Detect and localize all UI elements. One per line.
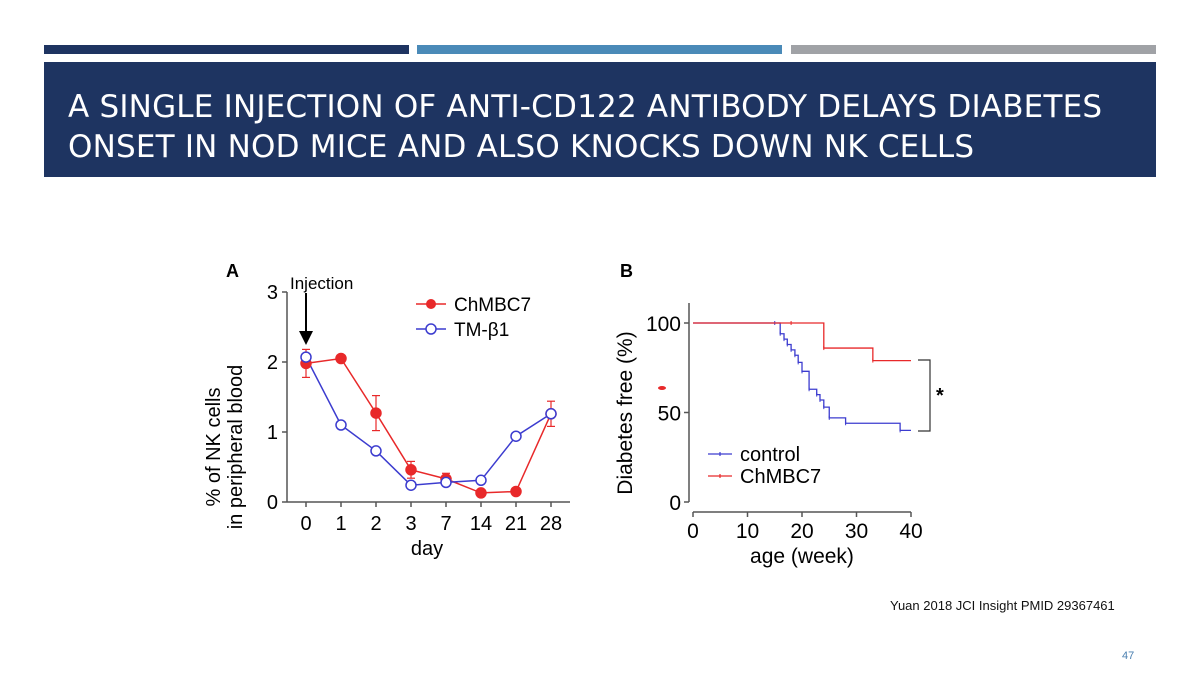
chart-b-series (693, 321, 911, 433)
chart-a-ytick-label: 0 (267, 492, 278, 514)
significance-bracket (918, 359, 931, 432)
panel-label-a: A (226, 261, 239, 281)
stray-red-mark (658, 386, 666, 390)
survival-curve-chmbc7 (693, 322, 911, 362)
chart-a-xtick-label: 14 (470, 513, 492, 535)
injection-arrow-head (299, 331, 313, 345)
data-point-chmbc7 (405, 464, 417, 476)
chart-b-xtick-label: 20 (790, 520, 813, 543)
chart-b-xtick-label: 10 (736, 520, 759, 543)
chart-b-xlabel: age (week) (750, 545, 854, 568)
chart-b-xtick-label: 30 (845, 520, 868, 543)
data-point-chmbc7 (475, 487, 487, 499)
chart-b-xtick-label: 40 (899, 520, 922, 543)
legend-label-chmbc7-b: ChMBC7 (740, 466, 821, 488)
chart-a-ylabel-line-1: % of NK cells (203, 388, 225, 507)
series-line-chmbc7 (305, 357, 552, 494)
chart-a-ytick-label: 2 (267, 352, 278, 374)
data-point-chmbc7 (510, 485, 522, 498)
injection-annotation: Injection (290, 274, 353, 293)
chart-b-ylabel: Diabetes free (%) (614, 331, 637, 494)
data-point-tmb1 (440, 476, 452, 489)
data-point-tmb1 (510, 430, 522, 442)
legend-marker-tmb1 (425, 323, 437, 335)
legend-label-control: control (740, 444, 800, 466)
chart-a-ytick-label: 1 (267, 422, 278, 444)
significance-star: * (936, 385, 944, 407)
chart-a-series (300, 348, 557, 499)
chart-a-xtick-label: 28 (540, 513, 562, 535)
chart-a-xtick-label: 7 (440, 513, 451, 535)
chart-a-axes: 0 1 2 3 0 1 2 3 7 14 21 28 (267, 282, 570, 535)
data-point-tmb1 (405, 479, 417, 491)
header-bar-gray (791, 45, 1156, 54)
chart-b-ytick-label: 100 (646, 313, 681, 336)
chart-b-ytick-label: 50 (658, 403, 681, 426)
legend-label-chmbc7: ChMBC7 (454, 295, 531, 316)
chart-b-diabetes-free: B 0 50 100 0 10 20 30 40 * control ChMBC7 Diabe… (614, 261, 944, 568)
chart-a-ylabel-line-2: in peripheral blood (225, 365, 247, 530)
series-line-tmb1 (305, 356, 552, 486)
slide-title-box: A SINGLE INJECTION OF ANTI-CD122 ANTIBOD… (44, 62, 1156, 177)
citation: Yuan 2018 JCI Insight PMID 29367461 (890, 598, 1115, 613)
chart-a-nk-cells: A Injection 0 1 2 3 0 1 2 3 7 14 21 28 ChMBC7 TM-β1… (203, 261, 570, 560)
chart-a-xtick-label: 21 (505, 513, 527, 535)
data-point-chmbc7 (370, 407, 382, 419)
chart-b-ytick-label: 0 (669, 492, 681, 515)
chart-a-xtick-label: 1 (335, 513, 346, 535)
data-point-tmb1 (300, 351, 312, 363)
chart-a-ytick-label: 3 (267, 282, 278, 304)
header-bar-blue (417, 45, 782, 54)
chart-b-axes: 0 50 100 0 10 20 30 40 (646, 303, 923, 543)
data-point-tmb1 (335, 419, 347, 431)
chart-a-xtick-label: 0 (300, 513, 311, 535)
chart-b-xtick-label: 0 (687, 520, 699, 543)
chart-a-xtick-label: 3 (405, 513, 416, 535)
data-point-tmb1 (370, 445, 382, 457)
data-point-chmbc7 (335, 352, 347, 365)
slide-title-line-1: A SINGLE INJECTION OF ANTI-CD122 ANTIBOD… (68, 89, 1103, 125)
panel-label-b: B (620, 261, 633, 281)
header-bar-navy (44, 45, 409, 54)
data-point-tmb1 (475, 474, 487, 487)
chart-a-xlabel: day (411, 538, 443, 560)
survival-curve-control (693, 322, 911, 432)
data-point-tmb1 (545, 408, 557, 420)
chart-a-xtick-label: 2 (370, 513, 381, 535)
slide-title-line-2: ONSET IN NOD MICE AND ALSO KNOCKS DOWN N… (68, 129, 975, 165)
legend-marker-chmbc7 (426, 299, 436, 309)
page-number: 47 (1122, 650, 1135, 662)
legend-label-tmb1: TM-β1 (454, 320, 509, 341)
